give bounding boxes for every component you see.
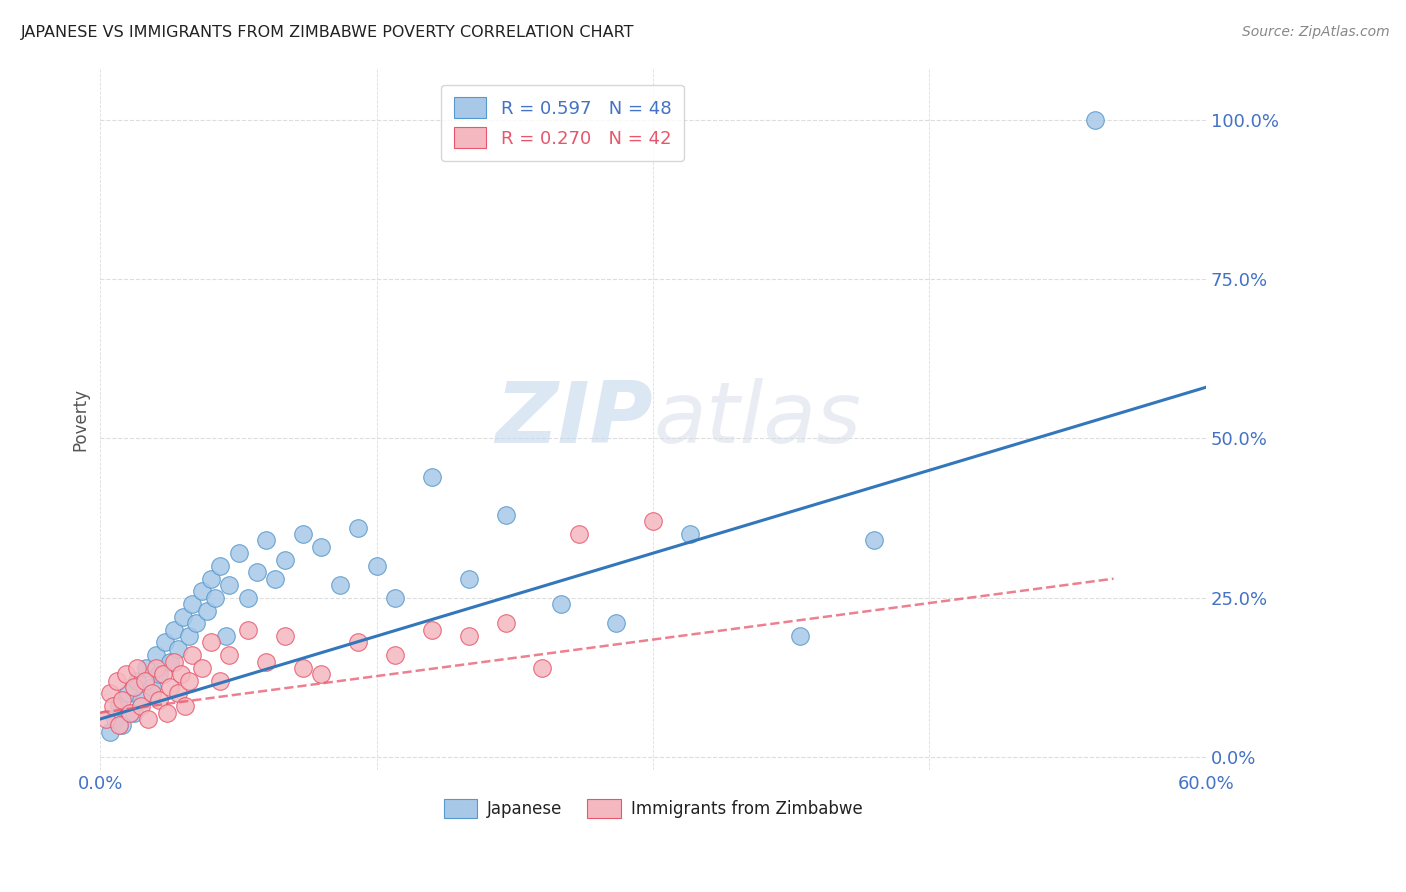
Point [457,629,479,643]
Point [170,667,193,681]
Point [209,558,232,573]
Point [118,706,141,720]
Point [153,635,176,649]
Point [457,572,479,586]
Point [159,680,181,694]
Point [115,667,138,681]
Legend: Japanese, Immigrants from Zimbabwe: Japanese, Immigrants from Zimbabwe [437,793,869,825]
Text: Source: ZipAtlas.com: Source: ZipAtlas.com [1241,25,1389,39]
Point [291,661,314,675]
Point [273,629,295,643]
Point [420,623,443,637]
Point [384,591,406,605]
Point [246,566,269,580]
Point [177,629,200,643]
Point [218,578,240,592]
Point [103,699,125,714]
Point [366,558,388,573]
Point [384,648,406,663]
Point [104,712,127,726]
Point [181,597,204,611]
Point [200,635,222,649]
Point [145,648,167,663]
Point [605,616,627,631]
Text: atlas: atlas [652,377,860,461]
Point [111,693,134,707]
Point [190,661,212,675]
Point [1084,112,1107,127]
Point [148,693,170,707]
Point [174,699,197,714]
Point [789,629,811,643]
Point [190,584,212,599]
Point [200,572,222,586]
Y-axis label: Poverty: Poverty [72,388,89,450]
Point [127,673,149,688]
Point [163,655,186,669]
Point [291,527,314,541]
Point [105,673,128,688]
Point [177,673,200,688]
Point [218,648,240,663]
Point [141,680,163,694]
Point [159,655,181,669]
Point [135,661,157,675]
Point [347,521,370,535]
Point [236,591,259,605]
Point [98,686,121,700]
Point [311,540,333,554]
Point [129,693,152,707]
Point [641,514,664,528]
Point [111,718,134,732]
Point [117,686,139,700]
Point [329,578,352,592]
Point [129,699,152,714]
Point [550,597,572,611]
Point [127,661,149,675]
Point [166,686,188,700]
Point [209,673,232,688]
Point [145,661,167,675]
Point [166,641,188,656]
Point [863,533,886,548]
Point [181,648,204,663]
Text: JAPANESE VS IMMIGRANTS FROM ZIMBABWE POVERTY CORRELATION CHART: JAPANESE VS IMMIGRANTS FROM ZIMBABWE POV… [21,25,634,40]
Point [204,591,226,605]
Point [568,527,591,541]
Point [347,635,370,649]
Point [273,552,295,566]
Point [214,629,236,643]
Point [495,616,517,631]
Point [195,603,218,617]
Point [311,667,333,681]
Point [172,610,194,624]
Point [186,616,208,631]
Point [531,661,554,675]
Point [264,572,287,586]
Point [495,508,517,522]
Point [122,706,145,720]
Point [141,686,163,700]
Point [98,724,121,739]
Point [94,712,117,726]
Point [420,469,443,483]
Point [107,718,129,732]
Point [122,680,145,694]
Point [107,699,129,714]
Point [679,527,702,541]
Point [163,623,186,637]
Point [254,655,277,669]
Point [254,533,277,548]
Point [148,667,170,681]
Point [134,673,156,688]
Point [136,712,159,726]
Point [236,623,259,637]
Point [228,546,250,560]
Point [152,667,174,681]
Text: ZIP: ZIP [495,377,652,461]
Point [156,706,179,720]
